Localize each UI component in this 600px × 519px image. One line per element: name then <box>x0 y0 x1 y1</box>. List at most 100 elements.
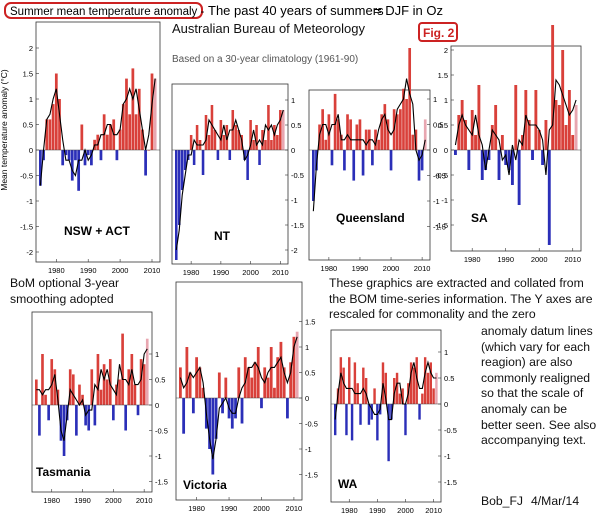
y-tick-label: 1 <box>29 95 33 104</box>
anomaly-bar <box>564 125 568 150</box>
region-label: NSW + ACT <box>64 224 131 238</box>
y-tick-label: 0 <box>155 401 159 410</box>
anomaly-bar <box>364 129 368 150</box>
panel-wa: 1 0.5 0 -0.5 -1 -1.5 1980 1990 2000 2010 WA <box>330 329 457 515</box>
y-tick-label: -0.5 <box>155 427 168 436</box>
anomaly-bar <box>376 404 379 441</box>
anomaly-bar <box>367 404 371 425</box>
anomaly-bar <box>35 379 38 405</box>
anomaly-bar <box>131 68 135 150</box>
anomaly-bar <box>421 393 424 404</box>
anomaly-bar <box>574 105 578 150</box>
x-tick-label: 2010 <box>144 266 161 275</box>
smoothing-line <box>36 348 148 441</box>
anomaly-bar <box>204 115 208 150</box>
anomaly-bar <box>371 150 374 166</box>
anomaly-bar <box>429 362 432 404</box>
anomaly-bar <box>339 357 343 404</box>
title-box-text: Summer mean temperature anomaly - <box>10 6 204 18</box>
anomaly-bar <box>90 150 93 166</box>
region-label: SA <box>471 211 488 225</box>
anomaly-bar <box>374 129 377 150</box>
anomaly-bar <box>537 130 541 150</box>
y-tick-label: 0.5 <box>438 121 448 130</box>
anomaly-bar <box>210 105 214 150</box>
anomaly-bar <box>144 150 147 176</box>
x-tick-label: 1980 <box>464 255 481 264</box>
anomaly-bar <box>127 369 131 405</box>
anomaly-bar <box>348 357 351 404</box>
y-tick-label: 0 <box>305 394 309 403</box>
anomaly-bar <box>54 73 58 150</box>
anomaly-bar <box>510 150 514 185</box>
anomaly-bar <box>364 378 368 404</box>
anomaly-bar <box>121 333 124 405</box>
x-tick-label: 1980 <box>48 266 65 275</box>
anomaly-bar <box>494 105 498 150</box>
x-tick-label: 2000 <box>242 268 259 277</box>
anomaly-bar <box>191 398 195 414</box>
x-tick-label: 2000 <box>397 506 414 515</box>
anomaly-bar <box>234 398 237 419</box>
anomaly-bar <box>222 135 226 150</box>
anomaly-bar <box>339 134 343 150</box>
anomaly-bar <box>497 150 501 180</box>
anomaly-bar <box>246 150 249 180</box>
anomaly-bar <box>51 104 55 150</box>
smoothing-line <box>454 78 577 176</box>
x-tick-label: 1990 <box>80 266 97 275</box>
anomaly-bar <box>71 374 75 405</box>
x-tick-label: 1980 <box>321 264 338 273</box>
y-tick-label: -2 <box>26 248 33 257</box>
anomaly-bar <box>188 372 192 398</box>
anomaly-bar <box>179 367 182 398</box>
anomaly-bar <box>185 347 189 398</box>
y-tick-label: -1.5 <box>433 223 446 232</box>
anomaly-bar <box>286 398 289 419</box>
anomaly-bar <box>467 150 471 170</box>
anomaly-bar <box>118 379 121 405</box>
anomaly-bar <box>435 372 438 404</box>
y-tick-label: 0.5 <box>155 376 165 385</box>
anomaly-bar <box>269 347 273 398</box>
x-tick-label: 2010 <box>414 264 431 273</box>
anomaly-bar <box>282 367 286 398</box>
signature: Bob_FJ <box>481 494 524 508</box>
anomaly-bar <box>208 398 211 449</box>
anomaly-bar <box>279 341 283 398</box>
anomaly-bar <box>64 150 68 156</box>
anomaly-bar <box>524 90 528 150</box>
anomaly-bar <box>359 404 362 425</box>
anomaly-bar <box>87 405 91 431</box>
panel-victoria: 1.5 1 0.5 0 -0.5 -1 -1.5 1980 1990 2000 2010 Victor… <box>175 281 318 513</box>
anomaly-bar <box>380 114 384 150</box>
y-tick-label: -1 <box>441 196 448 205</box>
smoothing-line <box>179 336 298 460</box>
anomaly-bar <box>83 150 87 166</box>
anomaly-bar <box>390 404 393 420</box>
y-tick-label: -1.5 <box>444 478 457 487</box>
y-tick-label: 1 <box>155 350 159 359</box>
y-tick-label: -0.5 <box>433 172 446 181</box>
anomaly-bar <box>404 404 407 436</box>
anomaly-bar <box>243 357 247 398</box>
x-tick-label: 2010 <box>136 496 153 505</box>
anomaly-bar <box>415 357 418 404</box>
anomaly-bar <box>289 362 293 398</box>
x-tick-label: 2000 <box>105 496 122 505</box>
anomaly-bar <box>423 357 427 404</box>
anomaly-bar <box>389 150 393 171</box>
anomaly-bar <box>175 150 178 260</box>
anomaly-bar <box>68 369 72 405</box>
anomaly-bar <box>395 114 399 150</box>
y-tick-label: -2 <box>291 246 298 255</box>
datum-note: anomaly datum lines (which vary for each… <box>481 324 597 448</box>
anomaly-bar <box>345 404 348 436</box>
anomaly-bar <box>377 139 380 150</box>
anomaly-bar <box>96 354 100 405</box>
y-tick-label: -1 <box>291 196 298 205</box>
anomaly-bar <box>500 135 504 150</box>
y-tick-label: -0.5 <box>435 171 448 180</box>
y-tick-label: 1.5 <box>438 71 448 80</box>
anomaly-bar <box>237 367 241 398</box>
